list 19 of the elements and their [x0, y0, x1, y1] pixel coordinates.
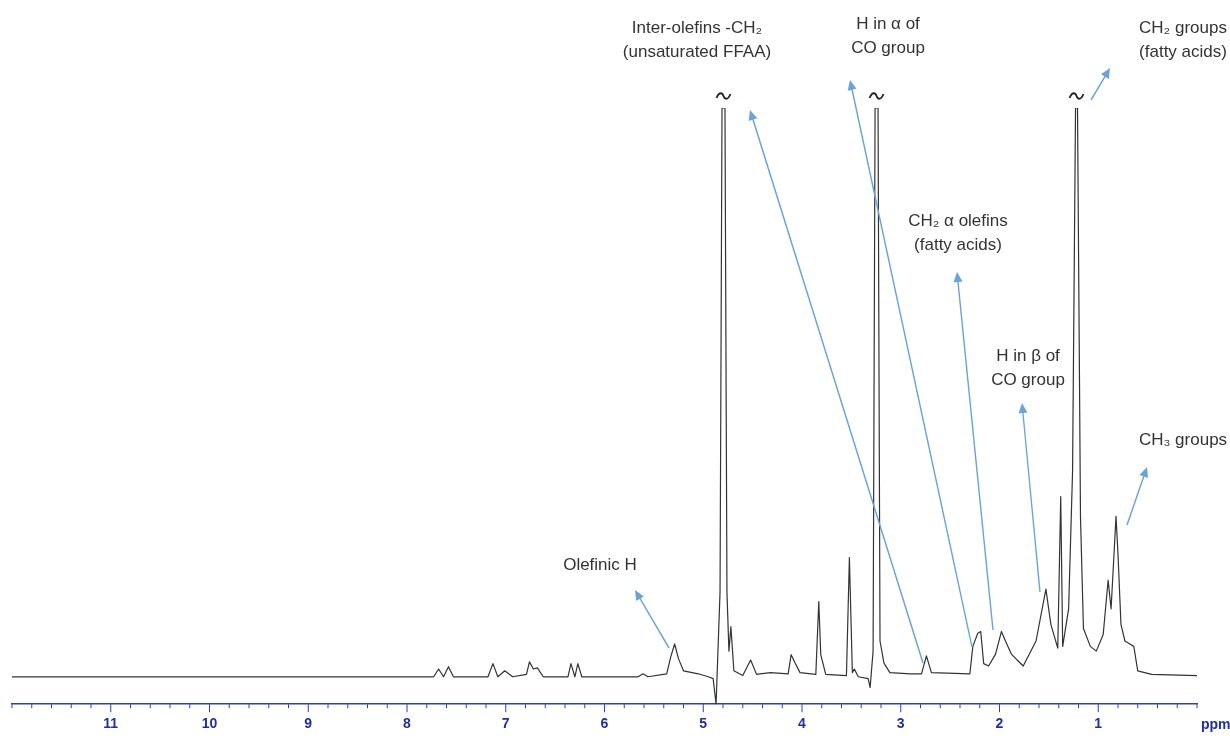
x-tick-label: 5 [699, 715, 708, 732]
x-tick-label: 10 [201, 715, 218, 732]
x-tick-label: 4 [798, 715, 807, 732]
x-tick-label: 6 [600, 715, 609, 732]
x-tick-label: 8 [403, 715, 412, 732]
annotation: H in β of CO group [991, 345, 1065, 391]
x-axis-title: ppm [1201, 716, 1230, 733]
x-tick-label: 7 [501, 715, 510, 732]
annotation: Olefinic H [563, 554, 637, 576]
text: CH₂ groups (fatty acids) [1139, 17, 1227, 63]
x-tick-label: 9 [304, 715, 313, 732]
x-tick-label: 3 [896, 715, 905, 732]
annotation: CH₃ groups [1138, 429, 1228, 451]
x-tick-label: 11 [103, 715, 119, 732]
text: H in α of CO group [851, 13, 925, 59]
annotation: CH₂ α olefins (fatty acids) [908, 210, 1008, 256]
x-tick-label: 1 [1094, 715, 1103, 732]
x-tick-label: 2 [995, 715, 1004, 732]
text: Inter-olefins -CH₂ (unsaturated FFAA) [622, 17, 772, 63]
